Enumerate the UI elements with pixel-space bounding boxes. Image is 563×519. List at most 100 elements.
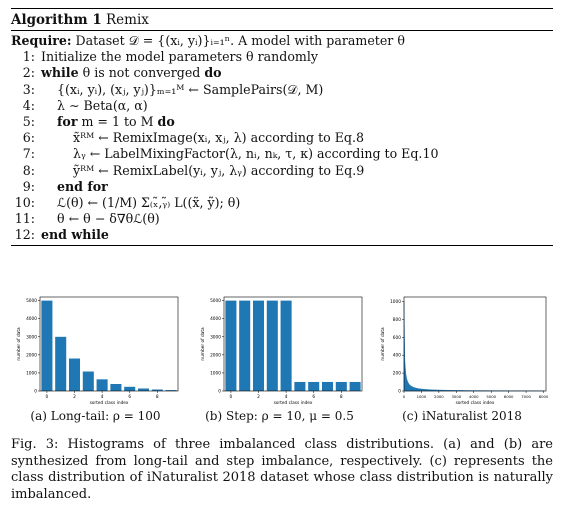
x-tick-label: 5000: [486, 394, 496, 399]
line-content: ỹᴿᴹ ← RemixLabel(yᵢ, yⱼ, λᵧ) according t…: [41, 163, 364, 178]
plot-c: 0 200 400 600 800 1000 sorted class index numbe…: [372, 292, 552, 407]
y-tick-label: 800: [393, 317, 401, 323]
x-tick-label: 4: [101, 394, 104, 400]
line-text: ỹᴿᴹ ← RemixLabel(yᵢ, yⱼ, λᵧ) according t…: [73, 162, 365, 178]
bar: [335, 381, 347, 391]
line-number: 12:: [14, 227, 35, 243]
line-number: 1:: [22, 49, 35, 65]
keyword: end for: [57, 178, 108, 194]
bar: [239, 300, 251, 391]
x-tick-label: 3000: [451, 394, 461, 399]
y-tick-label: 5000: [26, 298, 37, 304]
x-tick-label: 0: [403, 394, 406, 399]
x-axis-label: sorted class index: [456, 400, 495, 406]
top-rule: [11, 8, 553, 9]
caption-c: (c) iNaturalist 2018: [402, 409, 522, 423]
algorithm-line: 2: while θ is not converged do: [11, 65, 553, 81]
title-rule: [11, 30, 553, 31]
y-tick-label: 600: [393, 335, 401, 341]
bar: [151, 389, 163, 391]
x-tick-label: 4000: [469, 394, 479, 399]
keyword: end while: [41, 227, 109, 243]
x-tick-label: 8000: [539, 394, 549, 399]
line-content: λᵧ ← LabelMixingFactor(λ, nᵢ, nₖ, τ, κ) …: [41, 146, 438, 161]
bar: [110, 384, 122, 391]
line-number: 3:: [22, 81, 35, 97]
line-text: {(xᵢ, yᵢ), (xⱼ, yⱼ)}ₘ₌₁ᴹ ← SamplePairs(𝒟…: [57, 81, 324, 97]
line-content: end for: [41, 179, 108, 194]
y-tick-label: 4000: [210, 316, 221, 322]
line-number: 7:: [22, 146, 35, 162]
caption-a: (a) Long-tail: ρ = 100: [30, 409, 161, 423]
y-tick-label: 200: [393, 371, 401, 377]
y-axis-label: number of data: [200, 327, 206, 361]
algorithm-title-prefix: Algorithm 1: [11, 12, 102, 28]
keyword: while: [41, 65, 79, 81]
y-tick-label: 0: [34, 389, 37, 395]
plot-frame: [39, 296, 179, 392]
keyword: for: [57, 113, 78, 129]
algorithm-title: Algorithm 1 Remix: [11, 9, 553, 30]
x-tick-label: 2: [257, 394, 260, 400]
line-content: θ ← θ − δ∇θℒ(θ): [41, 211, 160, 226]
x-tick-label: 2: [73, 394, 76, 400]
figure-panels: 0 1000 2000 3000 4000 5000 sorted class index n…: [0, 292, 563, 432]
area-series: [403, 301, 545, 392]
x-tick-label: 2000: [434, 394, 444, 399]
x-tick-label: 6: [312, 394, 315, 400]
line-content: Initialize the model parameters θ random…: [41, 49, 318, 64]
y-tick-label: 2000: [26, 352, 37, 358]
bar: [41, 300, 53, 391]
x-tick-label: 7000: [521, 394, 531, 399]
bar: [82, 371, 94, 391]
x-tick-label: 0: [230, 394, 233, 400]
x-tick-label: 6: [128, 394, 131, 400]
line-text: ℒ(θ) ← (1/M) Σ₍ₓ̃,ᵧ̃₎ L((x̃, ỹ); θ): [57, 194, 241, 210]
line-number: 10:: [14, 194, 35, 210]
algorithm-line: 5: for m = 1 to M do: [11, 114, 553, 130]
algorithm-line: 1: Initialize the model parameters θ rand…: [11, 49, 553, 65]
algorithm-line: 3: {(xᵢ, yᵢ), (xⱼ, yⱼ)}ₘ₌₁ᴹ ← SamplePairs…: [11, 82, 553, 98]
line-text: λᵧ ← LabelMixingFactor(λ, nᵢ, nₖ, τ, κ) …: [73, 146, 439, 162]
y-tick-label: 3000: [26, 334, 37, 340]
y-tick-label: 5000: [210, 298, 221, 304]
line-content: λ ∼ Beta(α, α): [41, 98, 148, 113]
algorithm-line: 12: end while: [11, 227, 553, 243]
line-content: for m = 1 to M do: [41, 114, 175, 129]
bar: [266, 300, 278, 391]
bar: [280, 300, 292, 391]
algorithm-line: 4: λ ∼ Beta(α, α): [11, 98, 553, 114]
line-text: θ ← θ − δ∇θℒ(θ): [57, 211, 160, 227]
line-text: m = 1 to M: [81, 113, 154, 129]
line-text: θ is not converged: [82, 65, 201, 81]
algorithm-title-name: Remix: [106, 12, 149, 28]
bar: [165, 390, 177, 391]
require-text: Dataset 𝒟 = {(xᵢ, yᵢ)}ᵢ₌₁ⁿ. A model with…: [75, 33, 405, 48]
y-tick-label: 1000: [390, 299, 401, 305]
algorithm-line: 10: ℒ(θ) ← (1/M) Σ₍ₓ̃,ᵧ̃₎ L((x̃, ỹ); θ): [11, 195, 553, 211]
line-content: end while: [41, 227, 109, 242]
algorithm-line: 7: λᵧ ← LabelMixingFactor(λ, nᵢ, nₖ, τ, κ…: [11, 146, 553, 162]
y-tick-label: 400: [393, 353, 401, 359]
bar: [349, 381, 361, 391]
algorithm-block: Algorithm 1 Remix Require: Dataset 𝒟 = {…: [11, 8, 553, 247]
line-number: 9:: [22, 178, 35, 194]
x-tick-label: 4: [285, 394, 288, 400]
algorithm-body: Require: Dataset 𝒟 = {(xᵢ, yᵢ)}ᵢ₌₁ⁿ. A m…: [11, 31, 553, 245]
algorithm-line: 9: end for: [11, 179, 553, 195]
figure-caption: Fig. 3: Histograms of three imbalanced c…: [11, 437, 553, 502]
chart-inaturalist: 0 200 400 600 800 1000 sorted class index numbe…: [380, 296, 549, 406]
line-content: while θ is not converged do: [41, 65, 222, 80]
bar: [308, 381, 320, 391]
chart-step: 0 1000 2000 3000 4000 5000 sorted class index n…: [200, 296, 363, 406]
x-axis-label: sorted class index: [90, 400, 129, 406]
y-axis-label: number of data: [16, 327, 22, 361]
line-number: 11:: [14, 211, 35, 227]
algorithm-line: 11: θ ← θ − δ∇θℒ(θ): [11, 211, 553, 227]
bar: [294, 381, 306, 391]
require-line: Require: Dataset 𝒟 = {(xᵢ, yᵢ)}ᵢ₌₁ⁿ. A m…: [11, 33, 553, 49]
y-axis-label: number of data: [380, 327, 386, 361]
chart-long-tail: 0 1000 2000 3000 4000 5000 sorted class index n…: [16, 296, 179, 406]
require-label: Require:: [11, 33, 72, 48]
y-tick-label: 1000: [210, 370, 221, 376]
